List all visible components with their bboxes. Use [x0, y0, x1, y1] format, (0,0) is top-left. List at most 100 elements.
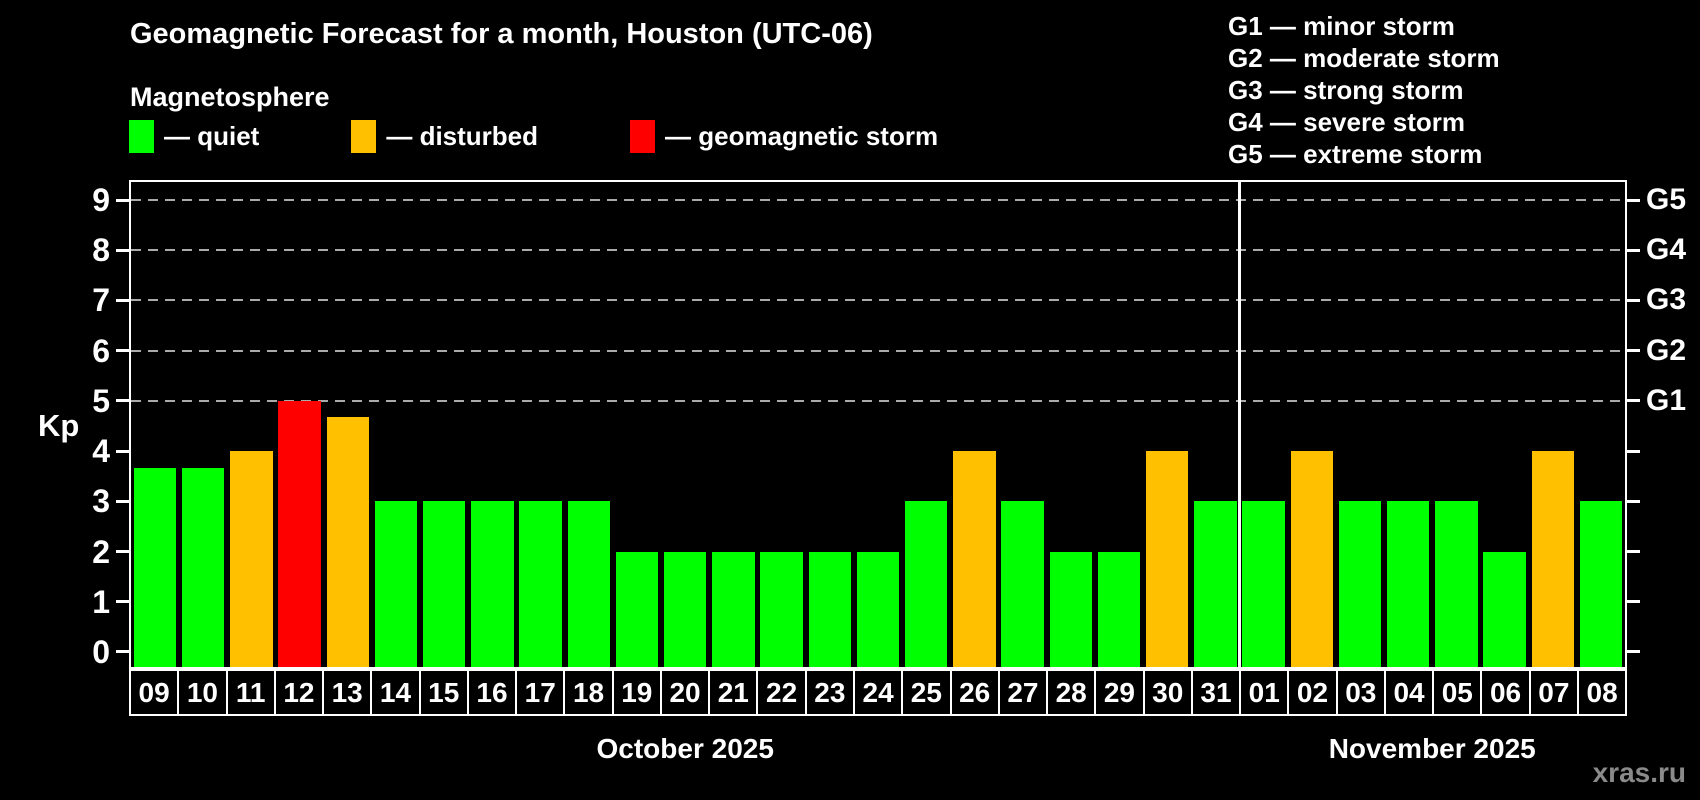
right-tick-3: [1627, 499, 1640, 503]
date-cell-15: 15: [418, 669, 469, 716]
kp-bar-11: [230, 451, 273, 667]
date-cell-28: 28: [1046, 669, 1097, 716]
status-legend: — quiet — disturbed — geomagnetic storm: [129, 120, 938, 153]
date-cell-30: 30: [1142, 669, 1193, 716]
date-cell-13: 13: [322, 669, 373, 716]
date-cell-03: 03: [1335, 669, 1386, 716]
date-cell-12: 12: [273, 669, 325, 716]
ytick-label-1: 1: [92, 583, 110, 620]
kp-bar-06: [1483, 551, 1526, 667]
legend-label-disturbed: — disturbed: [386, 121, 539, 151]
kp-bar-27: [1001, 501, 1044, 667]
ytick-label-6: 6: [92, 332, 110, 369]
kp-bar-29: [1097, 551, 1141, 667]
kp-bar-02: [1290, 451, 1333, 667]
kp-bar-10: [182, 467, 225, 667]
date-cell-24: 24: [852, 669, 904, 716]
month-label-1: October 2025: [596, 733, 774, 764]
left-tick-0: [116, 650, 129, 654]
legend-item-disturbed: — disturbed: [351, 120, 538, 153]
kp-bar-30: [1145, 451, 1189, 667]
kp-bar-08: [1579, 501, 1623, 667]
plot-area: [129, 180, 1627, 669]
date-cell-14: 14: [370, 669, 421, 716]
date-cell-16: 16: [466, 669, 518, 716]
date-cell-05: 05: [1432, 669, 1483, 716]
ytick-label-5: 5: [92, 382, 110, 419]
right-tick-4: [1627, 449, 1640, 453]
right-tick-0: [1627, 650, 1640, 654]
kp-bar-31: [1194, 501, 1237, 667]
chart-title: Geomagnetic Forecast for a month, Housto…: [130, 18, 873, 50]
kp-bar-07: [1531, 451, 1574, 667]
date-cell-18: 18: [563, 669, 614, 716]
left-tick-1: [116, 600, 129, 604]
kp-bar-16: [471, 501, 514, 667]
storm-swatch-icon: [630, 120, 656, 153]
legend-item-quiet: — quiet: [129, 120, 259, 153]
g-legend-line-2: G2 — moderate storm: [1228, 43, 1500, 73]
ytick-label-0: 0: [92, 633, 110, 670]
right-tick-2: [1627, 550, 1640, 554]
date-cell-31: 31: [1190, 669, 1242, 716]
kp-bar-17: [519, 501, 562, 667]
g-legend-line-4: G4 — severe storm: [1228, 107, 1466, 137]
kp-bar-25: [904, 501, 948, 667]
kp-bar-03: [1338, 501, 1382, 667]
kp-bar-28: [1049, 551, 1092, 667]
date-cell-21: 21: [708, 669, 759, 716]
kp-bar-05: [1435, 501, 1478, 667]
month-boundary-line: [1238, 182, 1242, 667]
date-cell-09: 09: [129, 669, 180, 716]
kp-bar-15: [423, 501, 466, 667]
g-level-label-G1: G1: [1646, 383, 1687, 417]
gridline-kp5: [131, 399, 1625, 402]
kp-bar-12: [278, 400, 321, 667]
y-axis-title: Kp: [38, 408, 80, 443]
g-level-label-G5: G5: [1646, 183, 1687, 217]
date-cell-26: 26: [949, 669, 1000, 716]
left-tick-7: [116, 298, 129, 302]
kp-bar-09: [133, 467, 177, 667]
kp-bar-14: [374, 501, 418, 667]
date-cell-19: 19: [611, 669, 662, 716]
kp-bar-04: [1386, 501, 1430, 667]
ytick-label-2: 2: [92, 533, 110, 570]
g-level-label-G4: G4: [1646, 233, 1687, 267]
right-tick-7: [1627, 298, 1640, 302]
date-cell-27: 27: [997, 669, 1049, 716]
left-tick-9: [116, 198, 129, 202]
date-axis-row: 09 10 11 12 13 14 15 16 17 18 19 20 21 22 23 24 25 26 27 28…: [129, 669, 1628, 716]
ytick-label-7: 7: [92, 282, 110, 319]
right-tick-1: [1627, 600, 1640, 604]
gridline-kp8: [131, 249, 1625, 252]
quiet-swatch-icon: [129, 120, 154, 153]
ytick-label-9: 9: [92, 182, 110, 219]
legend-label-storm: — geomagnetic storm: [665, 121, 939, 151]
date-cell-25: 25: [901, 669, 952, 716]
left-tick-3: [116, 499, 129, 503]
legend-item-storm: — geomagnetic storm: [630, 120, 938, 153]
kp-bar-22: [760, 551, 803, 667]
kp-bar-26: [953, 451, 996, 667]
g-legend-line-1: G1 — minor storm: [1228, 11, 1455, 41]
g-scale-legend: G1 — minor storm G2 — moderate storm G3 — …: [1228, 10, 1500, 170]
left-tick-6: [116, 349, 129, 353]
date-cell-17: 17: [515, 669, 566, 716]
left-tick-4: [116, 449, 129, 453]
date-cell-01: 01: [1239, 669, 1290, 716]
right-tick-9: [1627, 198, 1640, 202]
right-tick-8: [1627, 248, 1640, 252]
date-cell-07: 07: [1528, 669, 1579, 716]
gridline-kp6: [131, 349, 1625, 352]
kp-bar-01: [1242, 501, 1285, 667]
kp-bar-21: [712, 551, 755, 667]
date-cell-08: 08: [1576, 669, 1628, 716]
date-cell-23: 23: [804, 669, 855, 716]
kp-bar-20: [664, 551, 707, 667]
g-legend-line-5: G5 — extreme storm: [1228, 139, 1483, 169]
ytick-label-4: 4: [92, 433, 110, 470]
g-level-label-G3: G3: [1646, 283, 1687, 317]
gridline-kp9: [131, 199, 1625, 202]
